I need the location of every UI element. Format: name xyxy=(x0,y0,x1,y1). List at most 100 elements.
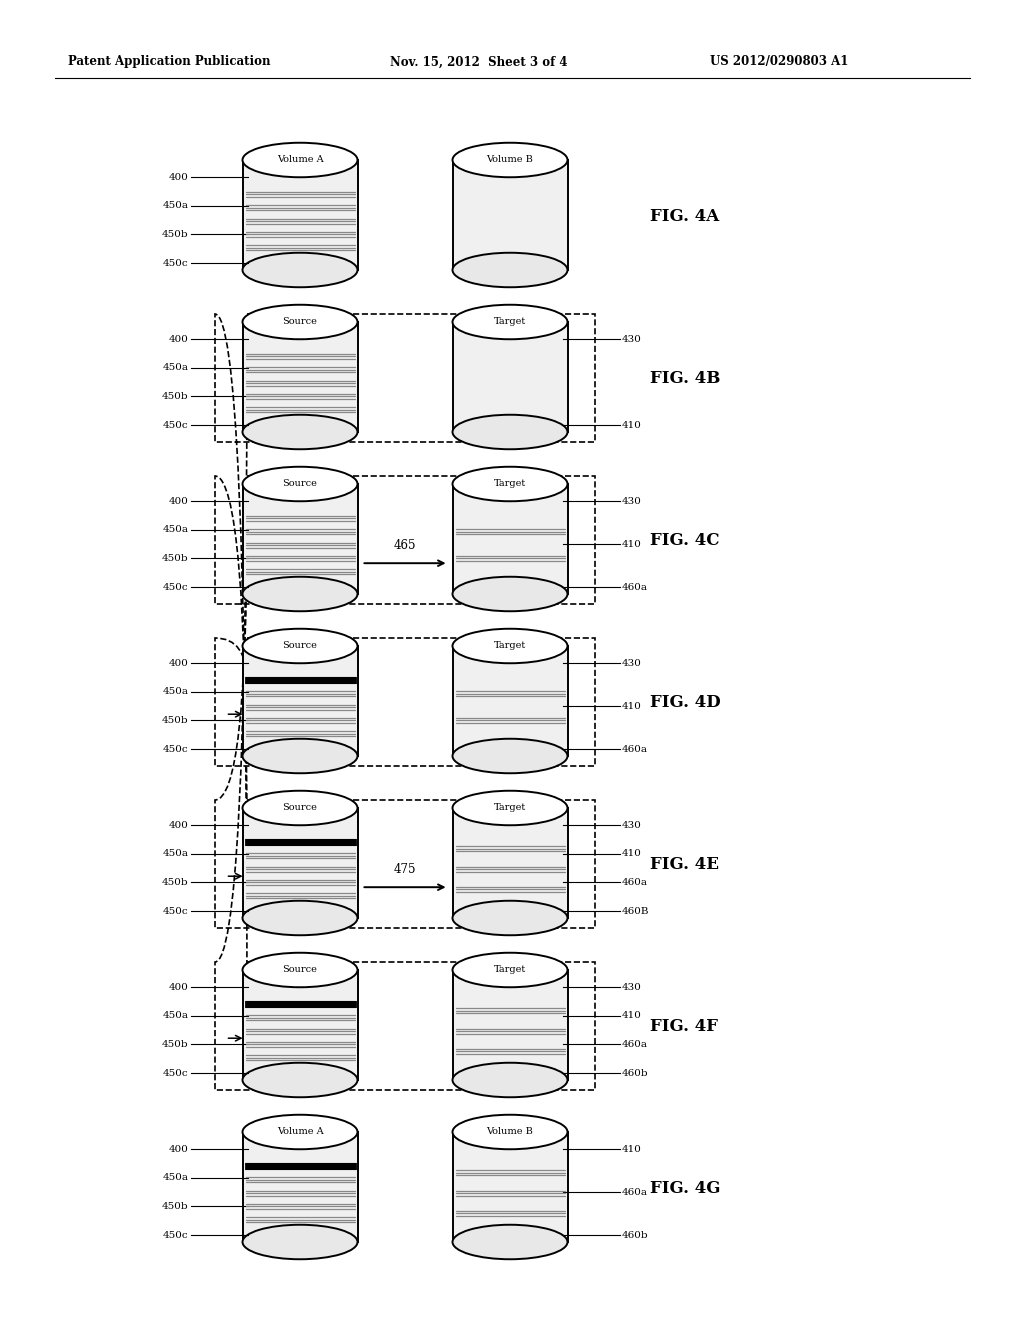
Ellipse shape xyxy=(243,1063,357,1097)
Text: 460b: 460b xyxy=(622,1069,648,1077)
Text: Source: Source xyxy=(283,642,317,651)
Text: 450b: 450b xyxy=(162,230,188,239)
Ellipse shape xyxy=(453,414,567,449)
Text: 460a: 460a xyxy=(622,582,647,591)
Bar xyxy=(453,808,567,917)
Text: 400: 400 xyxy=(169,496,188,506)
Bar xyxy=(453,970,567,1080)
Text: 450c: 450c xyxy=(163,907,188,916)
Ellipse shape xyxy=(453,791,567,825)
Text: Patent Application Publication: Patent Application Publication xyxy=(68,55,270,69)
Text: 460a: 460a xyxy=(622,878,647,887)
Text: Nov. 15, 2012  Sheet 3 of 4: Nov. 15, 2012 Sheet 3 of 4 xyxy=(390,55,567,69)
Text: 430: 430 xyxy=(622,821,641,830)
Text: 430: 430 xyxy=(622,335,641,343)
Bar xyxy=(453,322,567,432)
Text: 475: 475 xyxy=(394,863,416,875)
Text: Target: Target xyxy=(494,642,526,651)
Bar xyxy=(243,970,357,1080)
Text: 410: 410 xyxy=(622,540,641,549)
Ellipse shape xyxy=(243,577,357,611)
Bar xyxy=(243,322,357,432)
Text: 430: 430 xyxy=(622,983,641,991)
Text: 450a: 450a xyxy=(163,1173,188,1183)
Ellipse shape xyxy=(243,791,357,825)
Bar xyxy=(453,1133,567,1242)
Text: 460a: 460a xyxy=(622,744,647,754)
Text: 400: 400 xyxy=(169,821,188,830)
Text: 460a: 460a xyxy=(622,1040,647,1049)
Bar xyxy=(243,645,357,756)
Ellipse shape xyxy=(453,467,567,502)
Text: 410: 410 xyxy=(622,1144,641,1154)
Text: Volume A: Volume A xyxy=(276,156,324,165)
Bar xyxy=(453,160,567,271)
Text: 450c: 450c xyxy=(163,744,188,754)
Text: 400: 400 xyxy=(169,983,188,991)
Text: Volume A: Volume A xyxy=(276,1127,324,1137)
Ellipse shape xyxy=(453,1225,567,1259)
Bar xyxy=(243,1133,357,1242)
Text: FIG. 4E: FIG. 4E xyxy=(650,855,719,873)
Ellipse shape xyxy=(243,953,357,987)
Ellipse shape xyxy=(453,953,567,987)
Text: Target: Target xyxy=(494,965,526,974)
Ellipse shape xyxy=(453,1063,567,1097)
Ellipse shape xyxy=(453,628,567,663)
Text: 450a: 450a xyxy=(163,525,188,535)
Text: 450b: 450b xyxy=(162,715,188,725)
Bar xyxy=(243,160,357,271)
Text: 450b: 450b xyxy=(162,392,188,401)
Text: 450b: 450b xyxy=(162,554,188,564)
Text: 450a: 450a xyxy=(163,849,188,858)
Text: Volume B: Volume B xyxy=(486,156,534,165)
Ellipse shape xyxy=(243,414,357,449)
Text: 410: 410 xyxy=(622,849,641,858)
Ellipse shape xyxy=(243,900,357,936)
Ellipse shape xyxy=(243,143,357,177)
Bar xyxy=(453,645,567,756)
Text: 410: 410 xyxy=(622,702,641,710)
Ellipse shape xyxy=(243,739,357,774)
Ellipse shape xyxy=(243,305,357,339)
Text: 450a: 450a xyxy=(163,202,188,210)
Text: Target: Target xyxy=(494,479,526,488)
Text: 450c: 450c xyxy=(163,582,188,591)
Text: 400: 400 xyxy=(169,335,188,343)
Text: US 2012/0290803 A1: US 2012/0290803 A1 xyxy=(710,55,848,69)
Ellipse shape xyxy=(453,252,567,288)
Text: 450c: 450c xyxy=(163,421,188,429)
Text: 450b: 450b xyxy=(162,1203,188,1210)
Text: 450a: 450a xyxy=(163,1011,188,1020)
Text: 450c: 450c xyxy=(163,1230,188,1239)
Ellipse shape xyxy=(453,305,567,339)
Ellipse shape xyxy=(453,1115,567,1150)
Text: Source: Source xyxy=(283,318,317,326)
Text: FIG. 4B: FIG. 4B xyxy=(650,370,720,387)
Text: Source: Source xyxy=(283,965,317,974)
Text: 400: 400 xyxy=(169,1144,188,1154)
Text: 460b: 460b xyxy=(622,1230,648,1239)
Text: 450b: 450b xyxy=(162,878,188,887)
Ellipse shape xyxy=(453,900,567,936)
Text: 410: 410 xyxy=(622,1011,641,1020)
Text: FIG. 4G: FIG. 4G xyxy=(650,1180,721,1196)
Ellipse shape xyxy=(243,1225,357,1259)
Bar xyxy=(453,484,567,594)
Text: 465: 465 xyxy=(394,539,416,552)
Text: 450a: 450a xyxy=(163,363,188,372)
Ellipse shape xyxy=(243,1115,357,1150)
Text: 450c: 450c xyxy=(163,259,188,268)
Text: 400: 400 xyxy=(169,173,188,182)
Ellipse shape xyxy=(453,577,567,611)
Text: 400: 400 xyxy=(169,659,188,668)
Text: Target: Target xyxy=(494,318,526,326)
Text: 410: 410 xyxy=(622,421,641,429)
Text: Target: Target xyxy=(494,804,526,813)
Text: Volume B: Volume B xyxy=(486,1127,534,1137)
Text: 430: 430 xyxy=(622,659,641,668)
Text: FIG. 4D: FIG. 4D xyxy=(650,693,721,710)
Ellipse shape xyxy=(453,739,567,774)
Text: 450a: 450a xyxy=(163,688,188,697)
Text: 450c: 450c xyxy=(163,1069,188,1077)
